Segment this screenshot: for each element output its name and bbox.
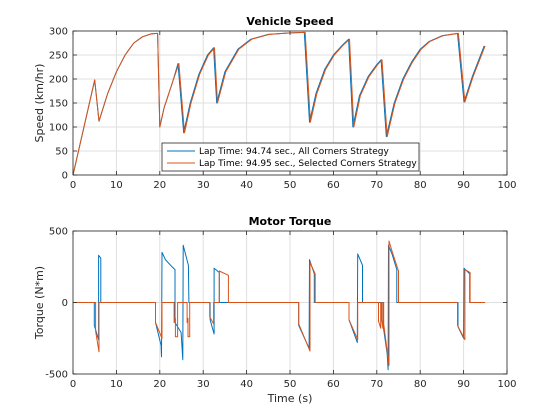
speed-y-tick-label: 0	[62, 171, 68, 182]
torque-x-tick-label: 40	[240, 379, 253, 390]
speed-y-axis-label: Speed (km/hr)	[33, 64, 46, 143]
torque-y-tick-label: 0	[62, 298, 68, 309]
speed-x-tick-label: 20	[153, 180, 166, 191]
legend-entry-selected-corners: Lap Time: 94.95 sec., Selected Corners S…	[199, 159, 417, 169]
speed-x-tick-label: 30	[197, 180, 210, 191]
speed-chart: 0 10 20 30 40 50 60 70 80 90 100 0 50 100 150 200 250 300…	[33, 15, 517, 191]
speed-x-tick-label: 40	[240, 180, 253, 191]
torque-x-tick-label: 60	[327, 379, 340, 390]
speed-y-tick-label: 50	[55, 147, 68, 158]
speed-series-line-selected-corners	[72, 31, 486, 176]
torque-y-tick-label: 500	[49, 227, 68, 238]
torque-chart-title: Motor Torque	[249, 215, 332, 228]
torque-x-axis-label: Time (s)	[267, 392, 313, 405]
torque-series-group	[73, 240, 486, 371]
legend-entry-all-corners: Lap Time: 94.74 sec., All Corners Strate…	[199, 147, 389, 157]
torque-x-tick-label: 20	[153, 379, 166, 390]
speed-x-tick-label: 80	[414, 180, 427, 191]
torque-x-tick-label: 100	[497, 379, 516, 390]
speed-x-tick-label: 60	[327, 180, 340, 191]
speed-series-group	[72, 31, 486, 176]
torque-x-tick-label: 90	[457, 379, 470, 390]
torque-y-axis-label: Torque (N*m)	[33, 266, 46, 340]
speed-y-tick-label: 200	[49, 75, 68, 86]
torque-x-tick-label: 70	[370, 379, 383, 390]
speed-y-tick-label: 300	[49, 27, 68, 38]
speed-x-tick-label: 0	[70, 180, 76, 191]
torque-series-line-all-corners	[73, 244, 485, 371]
torque-series-line-selected-corners	[73, 240, 486, 366]
torque-x-tick-label: 50	[284, 379, 297, 390]
legend-box	[161, 142, 420, 172]
speed-y-tick-label: 150	[49, 99, 68, 110]
speed-y-tick-label: 250	[49, 51, 68, 62]
speed-chart-title: Vehicle Speed	[246, 15, 333, 28]
speed-ticks: 0 10 20 30 40 50 60 70 80 90 100 0 50 100 150 200 250 300	[49, 27, 517, 192]
torque-x-tick-label: 30	[197, 379, 210, 390]
speed-x-tick-label: 100	[497, 180, 516, 191]
speed-x-tick-label: 90	[457, 180, 470, 191]
speed-x-tick-label: 50	[284, 180, 297, 191]
torque-x-tick-label: 10	[110, 379, 123, 390]
speed-x-tick-label: 70	[370, 180, 383, 191]
torque-y-tick-label: -500	[45, 370, 68, 381]
speed-x-tick-label: 10	[110, 180, 123, 191]
speed-legend: Lap Time: 94.74 sec., All Corners Strate…	[161, 142, 420, 172]
torque-x-tick-label: 80	[414, 379, 427, 390]
speed-y-tick-label: 100	[49, 123, 68, 134]
torque-x-tick-label: 0	[70, 379, 76, 390]
